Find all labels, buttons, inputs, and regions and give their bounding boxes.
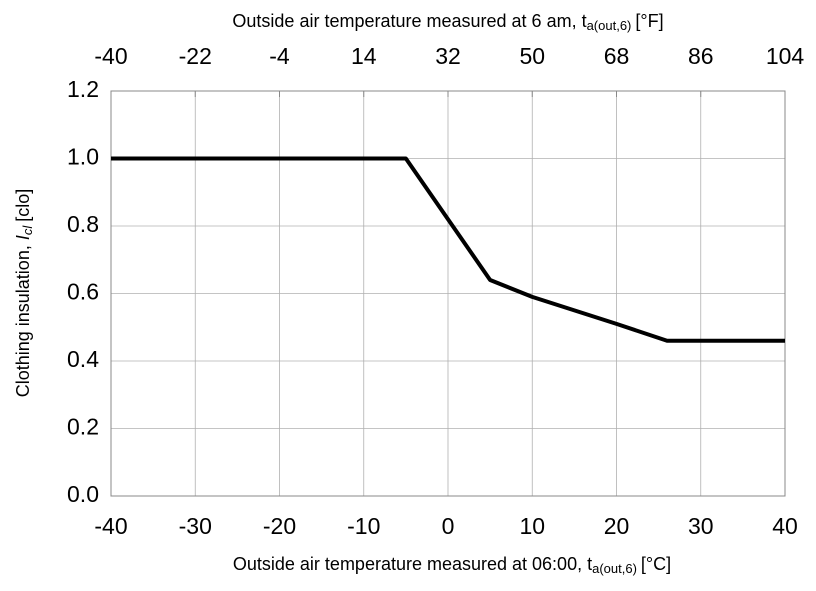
x2-axis-title: Outside air temperature measured at 6 am… bbox=[232, 11, 663, 34]
y-tick-label: 1.0 bbox=[67, 144, 99, 170]
x2-tick-label: 14 bbox=[351, 43, 377, 69]
y-title-text: Clothing insulation, bbox=[13, 240, 33, 397]
x-title-subscript: a(out,6) bbox=[592, 561, 637, 576]
x2-title-unit: [°F] bbox=[635, 11, 663, 31]
plot-frame bbox=[110, 90, 786, 497]
x-tick-label: 20 bbox=[604, 513, 630, 539]
x-tick-label: 10 bbox=[519, 513, 545, 539]
x-tick-label: -30 bbox=[179, 513, 212, 539]
data-line bbox=[111, 156, 785, 343]
x2-tick-label: 104 bbox=[766, 43, 805, 69]
x-tick-label: 30 bbox=[688, 513, 714, 539]
x-title-unit: [°C] bbox=[641, 554, 671, 574]
y-title-subscript: cl bbox=[20, 225, 35, 236]
y-tick-label: 0.8 bbox=[67, 211, 99, 237]
x-tick-label: 0 bbox=[442, 513, 455, 539]
y-tick-label: 1.2 bbox=[67, 76, 99, 102]
x2-title-text: Outside air temperature measured at 6 am… bbox=[232, 11, 586, 31]
y-title-unit: [clo] bbox=[13, 189, 33, 222]
x2-tick-label: 32 bbox=[435, 43, 461, 69]
y-tick-label: 0.6 bbox=[67, 279, 99, 305]
x-tick-label: -10 bbox=[347, 513, 380, 539]
y-axis-title: Clothing insulation, Icl [clo] bbox=[13, 189, 36, 398]
x2-tick-label: 50 bbox=[519, 43, 545, 69]
x-tick-label: -40 bbox=[94, 513, 127, 539]
y-tick-label: 0.4 bbox=[67, 346, 99, 372]
x2-tick-label: -40 bbox=[94, 43, 127, 69]
x-tick-label: 40 bbox=[772, 513, 798, 539]
x-axis-title: Outside air temperature measured at 06:0… bbox=[233, 554, 671, 577]
x-title-text: Outside air temperature measured at 06:0… bbox=[233, 554, 592, 574]
x2-tick-label: -22 bbox=[179, 43, 212, 69]
x2-tick-label: 68 bbox=[604, 43, 630, 69]
x2-tick-label: 86 bbox=[688, 43, 714, 69]
x2-tick-label: -4 bbox=[269, 43, 290, 69]
y-tick-label: 0.0 bbox=[67, 481, 99, 507]
x2-title-subscript: a(out,6) bbox=[587, 18, 632, 33]
y-title-symbol: I bbox=[13, 235, 33, 240]
y-tick-label: 0.2 bbox=[67, 414, 99, 440]
x-tick-label: -20 bbox=[263, 513, 296, 539]
